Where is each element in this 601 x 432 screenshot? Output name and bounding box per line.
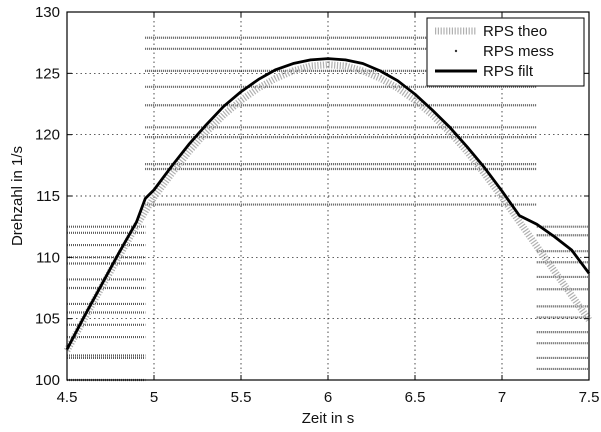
legend: RPS theo RPS mess RPS filt xyxy=(426,17,585,87)
x-tick-label: 6 xyxy=(324,389,332,406)
legend-filt-label: RPS filt xyxy=(483,63,534,80)
y-tick-label: 130 xyxy=(35,4,60,21)
y-tick-label: 115 xyxy=(36,188,60,205)
x-tick-label: 5 xyxy=(150,389,158,406)
y-tick-label: 105 xyxy=(35,311,60,328)
x-tick-label: 7 xyxy=(498,389,506,406)
legend-mess-swatch xyxy=(454,49,458,53)
x-tick-label: 7.5 xyxy=(579,389,600,406)
series-filt-line xyxy=(65,57,591,350)
y-tick-label: 100 xyxy=(35,372,60,389)
x-tick-label: 4.5 xyxy=(57,389,78,406)
x-axis-title: Zeit in s xyxy=(302,410,355,427)
y-tick-label: 110 xyxy=(36,249,60,266)
tick-layer: 4.5 5 5.5 6 6.5 7 7.5 100 105 110 115 120 125 130 xyxy=(35,4,599,406)
x-tick-label: 6.5 xyxy=(405,389,426,406)
y-tick-label: 125 xyxy=(35,65,60,82)
x-tick-label: 5.5 xyxy=(231,389,252,406)
legend-mess-label: RPS mess xyxy=(483,43,554,60)
legend-box xyxy=(426,17,585,87)
y-tick-label: 120 xyxy=(35,127,60,144)
y-axis-title: Drehzahl in 1/s xyxy=(9,146,26,246)
legend-theo-label: RPS theo xyxy=(483,23,547,40)
